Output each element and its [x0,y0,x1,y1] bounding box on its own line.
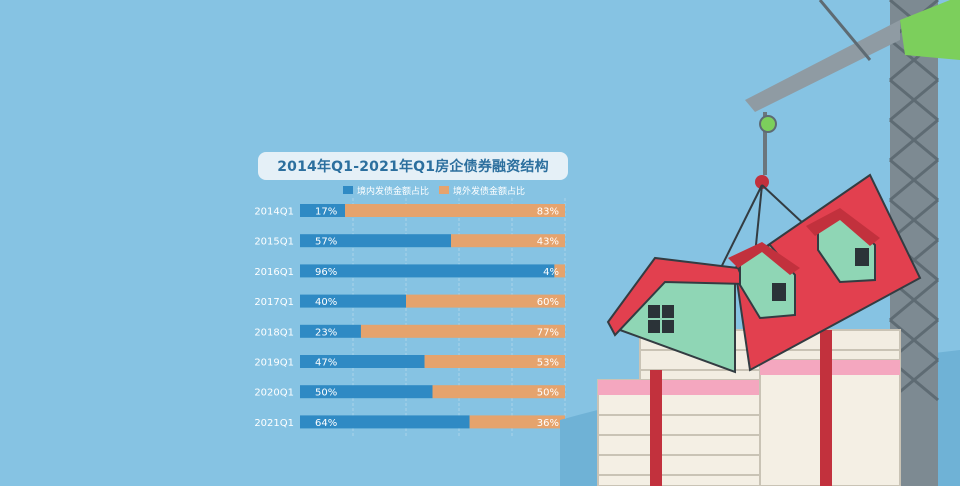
category-label: 2018Q1 [254,327,294,338]
chart-title-text: 2014年Q1-2021年Q1房企债券融资结构 [277,159,549,175]
data-label-domestic: 50% [315,388,337,399]
legend-swatch-domestic [343,186,353,194]
bar-overseas [432,385,565,399]
legend-item-domestic: 境内发债金额占比 [343,184,429,197]
bar-domestic [300,204,346,217]
data-label-overseas: 60% [537,297,559,308]
data-label-overseas: 43% [537,237,559,248]
category-label: 2021Q1 [254,418,294,429]
data-label-overseas: 77% [537,327,559,338]
bar-overseas [345,204,565,217]
category-label: 2016Q1 [254,267,294,278]
bar-overseas [451,234,565,248]
bar-overseas [406,294,565,308]
legend: 境内发债金额占比 境外发债金额占比 [343,184,525,197]
bar-domestic [300,234,452,248]
data-label-overseas: 50% [537,388,559,399]
legend-item-overseas: 境外发债金额占比 [439,184,525,197]
data-label-domestic: 96% [315,267,337,278]
bar-domestic [300,294,406,308]
data-label-overseas: 53% [537,358,559,369]
house-icon [606,173,922,374]
bar-domestic [300,264,555,278]
bar-domestic [300,415,470,429]
category-label: 2019Q1 [254,358,294,369]
chart-title: 2014年Q1-2021年Q1房企债券融资结构 [258,152,568,180]
data-label-domestic: 23% [315,327,337,338]
category-label: 2014Q1 [254,207,294,218]
bar-overseas [554,264,565,278]
data-label-overseas: 4% [543,267,559,278]
bar-overseas [360,324,565,338]
bar-overseas [424,355,565,368]
data-label-domestic: 64% [315,418,337,429]
legend-swatch-overseas [439,186,450,194]
data-label-domestic: 40% [315,297,337,308]
bar-domestic [300,355,425,368]
data-label-overseas: 83% [537,207,559,218]
category-label: 2015Q1 [254,237,294,248]
crane-cab [900,0,960,60]
legend-label-overseas: 境外发债金额占比 [453,186,526,197]
bar-domestic [300,385,433,399]
data-label-overseas: 36% [537,418,559,429]
data-label-domestic: 17% [315,207,337,218]
bar-overseas [469,415,565,429]
category-label: 2020Q1 [254,388,294,399]
legend-label-domestic: 境内发债金额占比 [357,186,430,197]
data-label-domestic: 57% [315,237,337,248]
bar-domestic [300,324,361,338]
category-label: 2017Q1 [254,297,294,308]
data-label-domestic: 47% [315,358,337,369]
